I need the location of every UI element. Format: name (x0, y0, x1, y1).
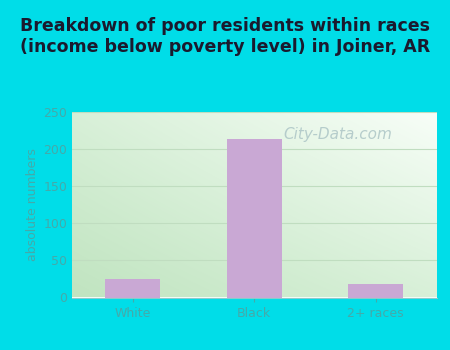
Bar (227, 139, 282, 298)
Bar (348, 284, 403, 298)
Y-axis label: absolute numbers: absolute numbers (26, 148, 39, 261)
Bar (105, 279, 160, 297)
Text: City-Data.com: City-Data.com (284, 127, 392, 142)
Text: Breakdown of poor residents within races
(income below poverty level) in Joiner,: Breakdown of poor residents within races… (20, 17, 430, 56)
